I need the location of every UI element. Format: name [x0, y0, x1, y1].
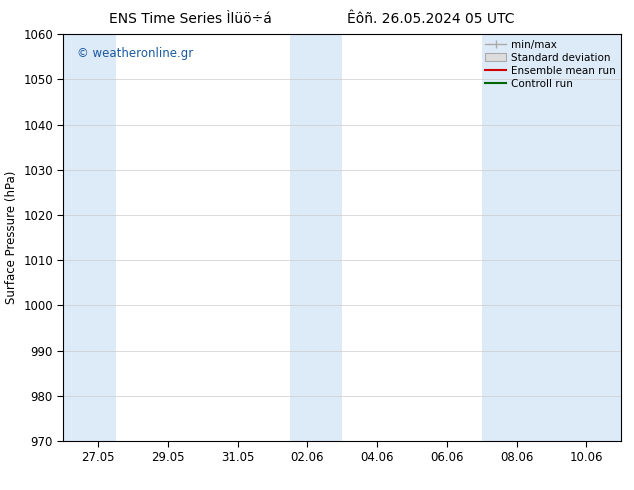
Bar	[290, 34, 342, 441]
Bar	[63, 34, 115, 441]
Text: Êôñ. 26.05.2024 05 UTC: Êôñ. 26.05.2024 05 UTC	[347, 12, 515, 26]
Text: ENS Time Series Ìlüö÷á: ENS Time Series Ìlüö÷á	[109, 12, 271, 26]
Legend: min/max, Standard deviation, Ensemble mean run, Controll run: min/max, Standard deviation, Ensemble me…	[482, 36, 619, 92]
Bar	[482, 34, 621, 441]
Text: © weatheronline.gr: © weatheronline.gr	[77, 47, 193, 59]
Y-axis label: Surface Pressure (hPa): Surface Pressure (hPa)	[4, 171, 18, 304]
